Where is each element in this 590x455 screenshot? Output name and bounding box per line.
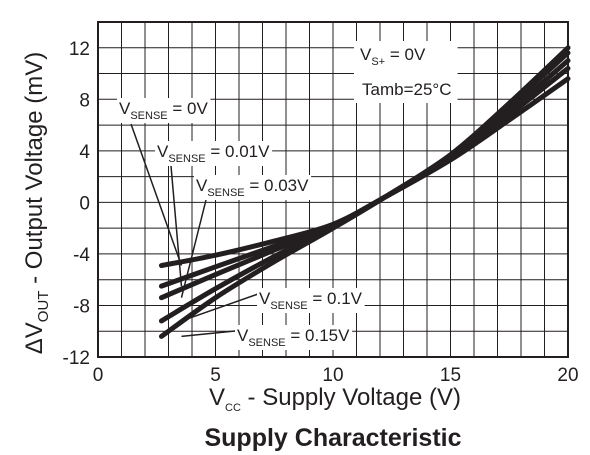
x-tick-label: 5 [210,365,221,386]
leader-line [170,165,183,287]
x-tick-label: 0 [93,365,104,386]
x-tick-labels: 0 5 10 15 20 [93,365,579,386]
y-tick-labels: 12 8 4 0 -4 -8 -12 [63,39,91,369]
y-tick-label: -12 [63,348,90,369]
series-label: VSENSE = 0.15V [237,326,350,349]
chart-title: Supply Characteristic [204,424,461,452]
condition-label: Tamb=25°C [362,80,451,99]
series-label: VSENSE = 0V [119,99,208,122]
y-tick-label: -4 [73,245,90,266]
y-tick-label: 12 [69,39,90,60]
y-tick-label: 8 [79,90,90,111]
leader-line [181,293,259,322]
y-tick-label: 0 [79,193,90,214]
plot-frame [97,21,569,358]
series-label-bg [117,98,211,123]
series-line-4 [158,45,571,339]
leader-line [180,199,207,298]
y-axis-label: ΔVOUT - Output Voltage (mV) [21,52,52,355]
x-tick-label: 15 [440,365,461,386]
series-label-bg [194,175,312,200]
series-lines [158,45,571,339]
series-label-bg [235,325,353,350]
series-label: VSENSE = 0.01V [157,142,270,165]
series-label: VSENSE = 0.1V [259,289,363,312]
series-label-bg [155,141,273,166]
condition-label: VS+ = 0V [360,45,426,68]
label-leader-lines [130,123,259,338]
y-tick-label: 4 [79,142,90,163]
condition-labels: VS+ = 0V Tamb=25°C [354,41,458,103]
leader-line [181,330,236,338]
x-tick-label: 20 [557,365,578,386]
y-tick-label: -8 [73,296,90,317]
x-axis-label: VCC - Supply Voltage (V) [209,384,461,414]
series-labels: VSENSE = 0V VSENSE = 0.01V VSENSE = 0.03V V… [117,98,365,350]
condition-box [354,41,458,103]
series-label: VSENSE = 0.03V [196,176,309,199]
leader-line [130,123,183,266]
x-tick-label: 10 [322,365,343,386]
series-label-bg [257,288,365,313]
